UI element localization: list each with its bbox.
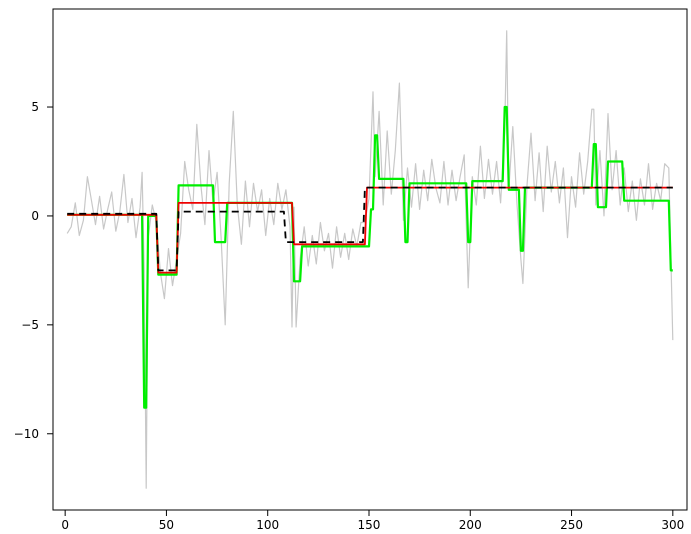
x-tick-label: 50 [159,518,174,532]
y-tick-label: 5 [31,100,39,114]
x-tick-label: 0 [61,518,69,532]
x-axis: 0 50 100 150 200 250 300 [61,510,684,532]
x-tick-label: 200 [459,518,482,532]
y-tick-label: −10 [14,427,39,441]
x-tick-label: 100 [256,518,279,532]
plot-frame [52,8,688,511]
red-segmentation-line [67,186,673,274]
x-tick-label: 150 [358,518,381,532]
y-tick-label: 0 [31,209,39,223]
y-axis: −10 −5 0 5 [14,100,53,441]
x-tick-label: 250 [560,518,583,532]
raw-data-line [66,30,674,489]
y-tick-label: −5 [21,318,39,332]
series-layer [66,30,674,489]
x-tick-label: 300 [661,518,684,532]
green-segmentation-line [67,105,673,409]
